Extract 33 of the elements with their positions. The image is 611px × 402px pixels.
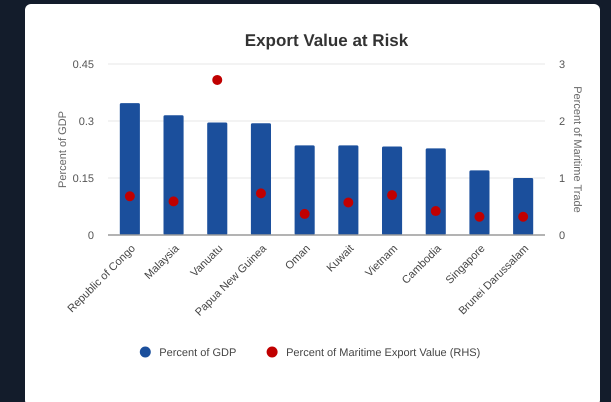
y-tick-label: 0.3 — [78, 116, 94, 128]
bar — [469, 170, 490, 235]
chart-title: Export Value at Risk — [244, 31, 409, 50]
bar — [426, 148, 446, 235]
point — [387, 190, 398, 200]
point — [212, 74, 222, 85]
bar — [513, 178, 534, 235]
legend-label: Percent of GDP — [159, 347, 236, 359]
y-tick-label: 0.45 — [72, 59, 94, 71]
y-tick-label: 0.15 — [72, 173, 94, 185]
bar — [382, 146, 402, 235]
bar — [207, 122, 228, 235]
point — [474, 212, 484, 222]
y2-tick-label: 3 — [559, 59, 566, 71]
y2-axis-title: Percent of Maritime Trade — [571, 86, 583, 213]
point — [124, 191, 135, 202]
y2-tick-label: 0 — [559, 230, 566, 242]
bar — [120, 103, 140, 235]
point — [256, 188, 266, 198]
bar — [294, 145, 315, 235]
point — [300, 208, 310, 219]
point — [430, 206, 441, 216]
y-tick-label: 0 — [88, 230, 94, 242]
y-axis-title: Percent of GDP — [57, 110, 69, 188]
bar — [164, 115, 184, 235]
point — [168, 196, 179, 206]
bar — [250, 123, 271, 235]
legend-label: Percent of Maritime Export Value (RHS) — [286, 347, 480, 359]
point — [518, 212, 528, 222]
y2-tick-label: 1 — [559, 173, 566, 185]
bar — [338, 145, 358, 235]
point — [343, 198, 354, 208]
y2-tick-label: 2 — [559, 116, 566, 128]
